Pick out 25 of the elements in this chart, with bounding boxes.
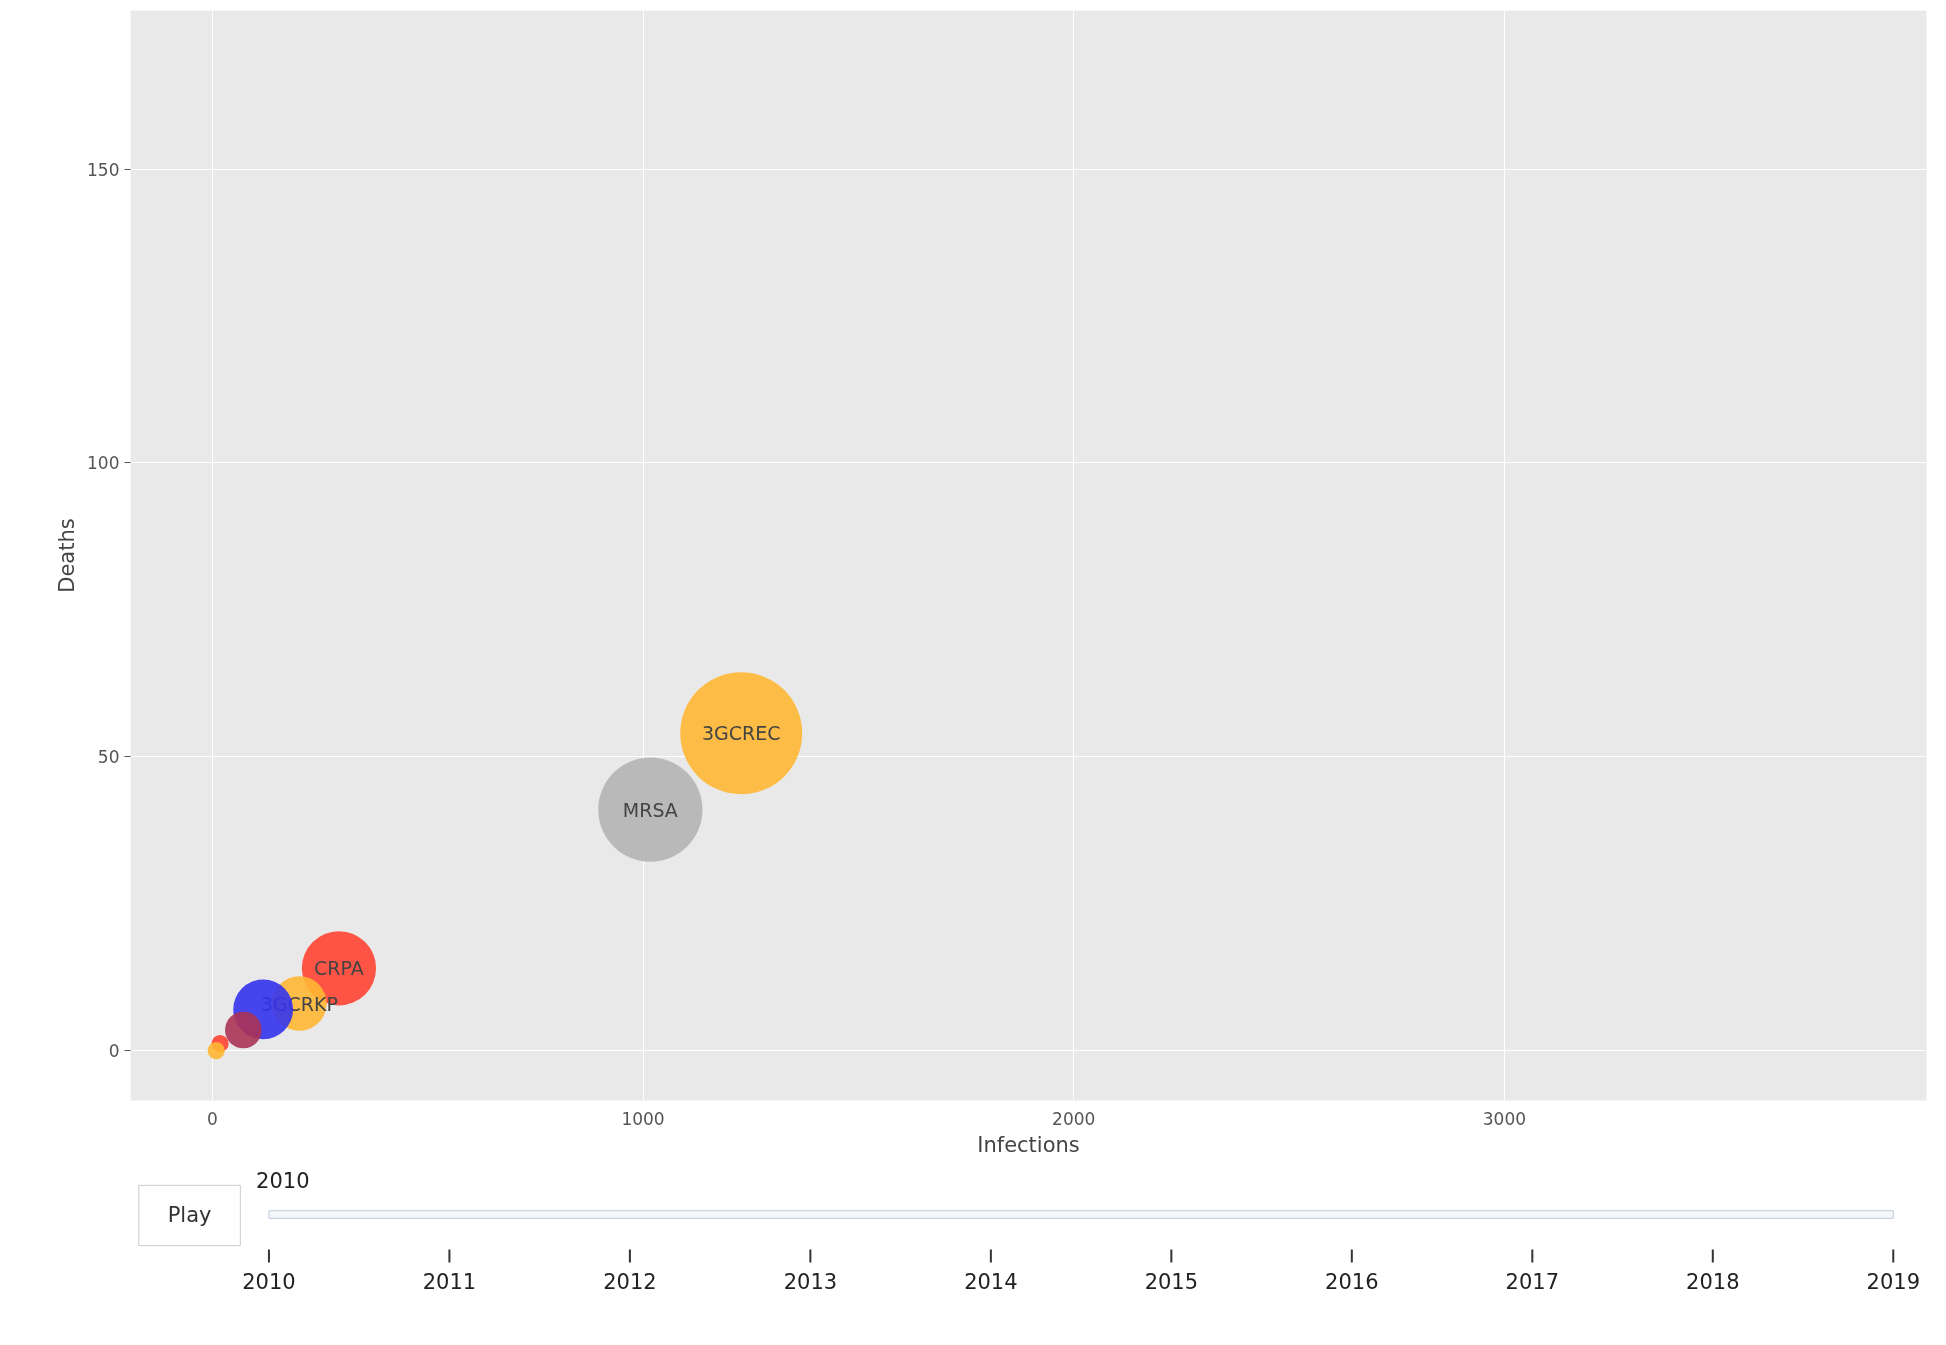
text: 2014 (964, 1270, 1018, 1295)
y-tick-label: 50 (97, 747, 120, 768)
text: 2010 (256, 1168, 310, 1193)
text: 2018 (1686, 1270, 1740, 1295)
y-axis-title: Deaths (55, 518, 80, 593)
text: 2017 (1505, 1270, 1560, 1295)
text: 2016 (1325, 1270, 1379, 1295)
text: Play (167, 1203, 212, 1228)
text: 2015 (1144, 1270, 1199, 1295)
x-tick-label: 0 (206, 1108, 218, 1129)
x-tick-label: 1000 (621, 1108, 665, 1129)
y-tick-label: 150 (87, 159, 120, 180)
text: 2019 (1866, 1270, 1921, 1295)
text: 2011 (422, 1270, 477, 1295)
series-label: 3GCREC (701, 722, 781, 745)
x-tick-label: 3000 (1482, 1108, 1527, 1129)
text: 2010 (242, 1270, 296, 1295)
series-label: CRPA (314, 957, 364, 980)
y-tick-label: 100 (87, 453, 120, 474)
text: 2012 (603, 1270, 657, 1295)
series-label: MRSA (622, 798, 678, 821)
x-tick-label: 2000 (1052, 1108, 1096, 1129)
x-axis-title: Infections (977, 1132, 1080, 1157)
text: 2013 (783, 1270, 838, 1295)
y-tick-label: 0 (108, 1041, 120, 1062)
